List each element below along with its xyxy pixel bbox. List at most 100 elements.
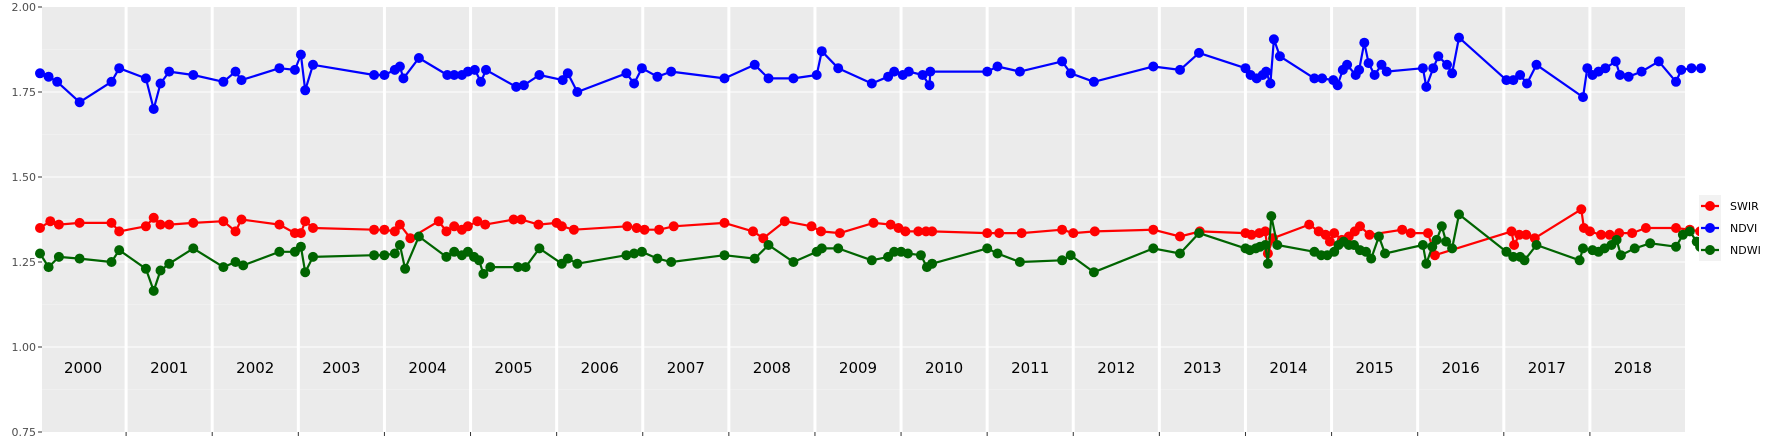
data-point-ndvi [379,70,390,80]
data-point-swir [441,226,452,237]
data-point-ndvi [1317,73,1328,84]
data-point-ndwi [1175,248,1185,259]
data-point-ndvi [188,70,199,80]
legend: SWIR NDVI NDWI [1699,195,1761,261]
data-point-swir [462,221,473,232]
data-point-swir [114,226,125,237]
data-point-swir [106,217,117,228]
data-point-ndwi [866,255,877,266]
year-label: 2006 [581,359,619,377]
data-point-ndvi [925,66,936,77]
year-label: 2017 [1528,359,1566,377]
data-point-swir [816,226,826,237]
data-point-ndvi [1623,71,1634,82]
data-point-ndwi [1148,243,1159,254]
data-point-ndwi [114,245,125,256]
data-point-ndwi [719,250,730,261]
data-point-ndvi [140,73,151,84]
data-point-ndwi [1417,240,1428,250]
data-point-ndwi [140,263,151,274]
data-point-ndwi [238,260,249,271]
year-label: 2007 [667,359,705,377]
data-point-ndwi [927,258,938,269]
data-point-ndwi [1519,255,1530,266]
data-point-swir [1016,228,1027,239]
year-label: 2001 [150,359,188,377]
data-point-swir [236,214,247,225]
legend-item-ndvi: NDVI [1699,217,1757,239]
data-point-ndwi [1262,258,1273,269]
data-point-ndvi [106,76,117,87]
legend-item-ndwi: NDWI [1699,239,1761,261]
data-point-ndvi [1501,75,1512,86]
data-point-swir [45,216,56,227]
data-point-swir [405,233,416,244]
data-point-ndwi [43,262,54,273]
data-point-swir [379,224,390,235]
y-tick-label: 1.75 [12,86,37,99]
data-point-ndvi [274,63,285,74]
data-point-swir [1509,240,1520,250]
data-point-ndwi [520,262,531,273]
data-point-ndvi [1342,59,1353,70]
data-point-ndvi [1676,64,1687,75]
data-point-swir [218,216,229,227]
data-point-ndwi [1436,221,1447,232]
data-point-ndvi [74,97,85,108]
data-point-ndvi [308,59,318,70]
data-point-ndwi [1266,211,1277,222]
data-point-ndvi [1381,66,1392,77]
data-point-swir [806,221,817,232]
data-point-ndvi [43,71,54,82]
data-point-swir [308,223,318,233]
series-ndvi [35,32,1706,114]
data-point-ndwi [441,251,452,262]
data-point-ndvi [1175,64,1185,75]
data-point-swir [140,221,151,232]
data-point-swir [1604,229,1615,240]
data-point-swir [1576,204,1587,215]
data-point-ndvi [1369,70,1380,80]
data-point-swir [533,219,544,230]
data-point-ndvi [1421,81,1432,92]
data-point-ndvi [52,76,63,87]
data-point-ndvi [903,66,914,77]
data-point-ndwi [230,257,241,267]
data-point-ndwi [1366,253,1377,264]
year-label: 2018 [1614,359,1652,377]
data-point-ndwi [106,257,117,267]
data-point-swir [1506,226,1517,237]
data-point-swir [1329,228,1340,239]
data-point-swir [1640,223,1651,233]
data-point-ndwi [53,251,64,262]
data-point-ndvi [1600,63,1611,74]
series-ndwi [35,209,1706,296]
data-point-ndwi [1272,240,1283,250]
year-label: 2008 [753,359,791,377]
data-point-swir [148,212,159,223]
data-point-ndvi [557,75,568,86]
data-point-swir [1260,226,1271,237]
data-point-swir [274,219,285,230]
legend-key-marker [1705,201,1715,211]
data-point-ndwi [35,248,45,259]
data-point-ndwi [636,246,647,257]
data-point-ndwi [816,243,827,254]
data-point-swir [1423,228,1433,239]
data-point-swir [982,228,993,239]
data-point-swir [1429,250,1440,261]
data-point-ndvi [889,66,900,77]
data-point-ndwi [449,246,460,257]
year-label: 2013 [1183,359,1221,377]
data-point-ndwi [1578,243,1588,254]
year-label: 2011 [1011,359,1049,377]
data-point-swir [1355,221,1365,232]
year-label: 2003 [322,359,360,377]
data-point-swir [230,226,241,237]
data-point-ndvi [369,70,380,80]
data-point-ndvi [1610,56,1621,67]
data-point-swir [394,219,405,230]
data-point-swir [927,226,938,237]
data-point-ndvi [413,53,424,63]
data-point-ndwi [1421,258,1432,269]
